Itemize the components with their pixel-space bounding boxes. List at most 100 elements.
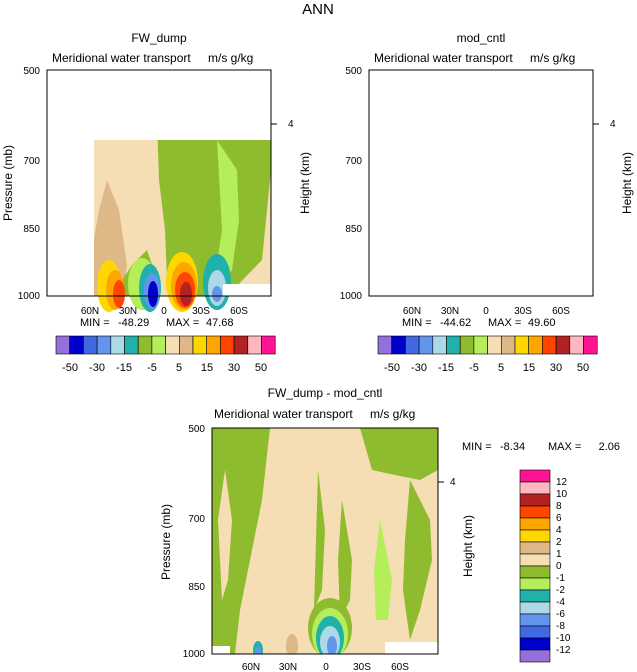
stat-min-label: MIN =	[80, 317, 110, 329]
x-tick-label: 60N	[81, 306, 99, 317]
y-label-right: Height (km)	[461, 515, 475, 577]
y-label-right: Height (km)	[620, 152, 634, 214]
colorbar-swatch	[391, 335, 406, 355]
contour-field	[47, 70, 271, 296]
colorbar-label: -1	[556, 573, 565, 584]
colorbar-label: 1	[556, 549, 562, 560]
stat-max-label: MAX =	[548, 441, 581, 453]
contour-field	[369, 70, 593, 296]
colorbar-label: -10	[556, 633, 571, 644]
panel-subtitle: Meridional water transport	[52, 51, 191, 65]
y-right-tick-label: 4	[610, 119, 616, 130]
colorbar-swatch	[137, 335, 153, 355]
colorbar-swatch	[519, 589, 551, 603]
colorbar-swatch	[206, 335, 221, 355]
y-tick-label: 850	[345, 224, 362, 235]
colorbar-label: 4	[556, 525, 562, 536]
colorbar-swatch	[519, 601, 551, 615]
colorbar-swatch	[519, 565, 551, 579]
x-tick-label: 30N	[441, 306, 459, 317]
colorbar-swatch	[110, 335, 125, 355]
y-tick-label: 500	[188, 424, 205, 435]
colorbar-swatch	[96, 335, 112, 355]
colorbar-swatch	[165, 335, 180, 355]
colorbar-label: 0	[556, 561, 562, 572]
y-tick-label: 500	[23, 66, 40, 77]
stat-max-label: MAX =	[488, 317, 521, 329]
colorbar-label: -15	[116, 362, 132, 374]
contour-field	[212, 428, 438, 654]
colorbar-swatch	[519, 637, 551, 651]
y-label: Pressure (mb)	[159, 504, 173, 580]
colorbar-label: 12	[556, 477, 568, 488]
y-right-tick-label: 4	[288, 119, 294, 130]
panel-title: FW_dump - mod_cntl	[268, 386, 383, 400]
y-label-right: Height (km)	[298, 152, 312, 214]
stat-max-value: 49.60	[528, 317, 556, 329]
colorbar-label: -5	[147, 362, 157, 374]
colorbar-label: 30	[550, 362, 562, 374]
colorbar-label: -50	[62, 362, 78, 374]
colorbar-label: 2	[556, 537, 562, 548]
y-tick-label: 500	[345, 66, 362, 77]
panel-fw-dump: FW_dump Meridional water transport m/s g…	[1, 31, 312, 329]
colorbar-label: 30	[228, 362, 240, 374]
colorbar-swatch	[519, 517, 551, 531]
colorbar-label: 8	[556, 501, 562, 512]
colorbar-swatch	[261, 335, 276, 355]
colorbar-swatch	[405, 335, 420, 355]
colorbar-label: 50	[577, 362, 589, 374]
colorbar-swatch	[519, 541, 551, 555]
colorbar-swatch	[459, 335, 475, 355]
plot-frame	[368, 69, 594, 297]
colorbar-label: 5	[176, 362, 182, 374]
stat-max-value: 2.06	[599, 441, 620, 453]
stat-min-value: -48.29	[118, 317, 149, 329]
stat-min-value: -44.62	[440, 317, 471, 329]
colorbar-swatch	[377, 335, 392, 355]
colorbar-swatch	[519, 625, 551, 639]
stat-min-label: MIN =	[462, 441, 492, 453]
colorbar-swatch	[432, 335, 447, 355]
colorbar-swatch	[500, 335, 516, 355]
stat-max-value: 47.68	[206, 317, 234, 329]
colorbar-label: 15	[201, 362, 213, 374]
colorbar-swatch	[487, 335, 502, 355]
colorbar-swatch	[514, 335, 529, 355]
colorbar-swatch	[519, 649, 551, 663]
colorbar-swatch	[83, 335, 98, 355]
colorbar-swatch	[418, 335, 434, 355]
y-tick-label: 1000	[340, 291, 363, 302]
x-tick-label: 30S	[353, 662, 371, 672]
x-tick-label: 60N	[403, 306, 421, 317]
y-tick-label: 700	[23, 156, 40, 167]
colorbar-label: 10	[556, 489, 568, 500]
colorbar-label: -50	[384, 362, 400, 374]
colorbar-swatch	[179, 335, 194, 355]
y-label: Pressure (mb)	[1, 145, 15, 221]
colorbar-swatch	[555, 335, 571, 355]
x-tick-label: 0	[483, 306, 489, 317]
colorbar-labels-difference: 12 10 8 6 4 2 1 0 -1 -2 -4 -6 -8 -10 -12	[556, 477, 571, 656]
panel-title: mod_cntl	[457, 31, 506, 45]
colorbar-label: -6	[556, 609, 565, 620]
colorbar-label: -30	[411, 362, 427, 374]
colorbar-label: 50	[255, 362, 267, 374]
x-tick-label: 30N	[119, 306, 137, 317]
colorbar-swatch	[220, 335, 235, 355]
colorbar-difference	[519, 469, 551, 663]
colorbar-swatch	[519, 493, 551, 507]
y-tick-label: 1000	[18, 291, 41, 302]
panel-title: FW_dump	[131, 31, 187, 45]
x-tick-label: 0	[161, 306, 167, 317]
colorbar-swatch	[519, 505, 551, 519]
colorbar-label: -8	[556, 621, 565, 632]
x-tick-label: 0	[323, 662, 329, 672]
colorbar-swatch	[446, 335, 461, 355]
colorbar-label: 15	[523, 362, 535, 374]
colorbar-swatch	[569, 335, 584, 355]
colorbar-label: -5	[469, 362, 479, 374]
colorbar-swatch	[473, 335, 488, 355]
colorbar-swatch	[519, 529, 551, 543]
